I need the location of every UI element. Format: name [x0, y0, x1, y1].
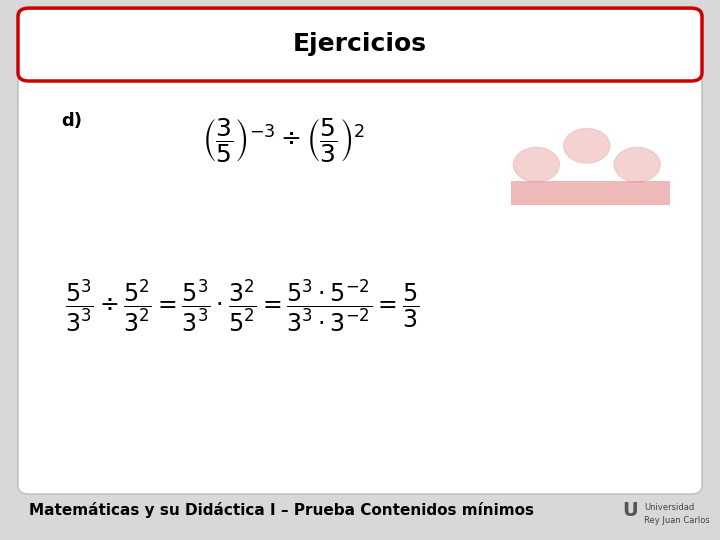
Text: Matemáticas y su Didáctica I – Prueba Contenidos mínimos: Matemáticas y su Didáctica I – Prueba Co… — [29, 502, 534, 518]
Circle shape — [564, 129, 610, 163]
Text: u: u — [486, 211, 688, 480]
FancyBboxPatch shape — [18, 73, 702, 494]
Text: $\left(\dfrac{3}{5}\right)^{-3} \div \left(\dfrac{5}{3}\right)^{2}$: $\left(\dfrac{3}{5}\right)^{-3} \div \le… — [202, 117, 364, 164]
Text: $\dfrac{5^3}{3^3} \div \dfrac{5^2}{3^2} = \dfrac{5^3}{3^3} \cdot \dfrac{3^2}{5^2: $\dfrac{5^3}{3^3} \div \dfrac{5^2}{3^2} … — [65, 276, 419, 334]
FancyBboxPatch shape — [511, 181, 670, 205]
Circle shape — [614, 147, 660, 182]
Circle shape — [513, 147, 559, 182]
Text: $\mathbf{U}$: $\mathbf{U}$ — [622, 501, 638, 520]
Text: Ejercicios: Ejercicios — [293, 32, 427, 56]
Text: d): d) — [61, 112, 82, 131]
FancyBboxPatch shape — [18, 8, 702, 81]
Text: Universidad
Rey Juan Carlos: Universidad Rey Juan Carlos — [644, 503, 710, 525]
